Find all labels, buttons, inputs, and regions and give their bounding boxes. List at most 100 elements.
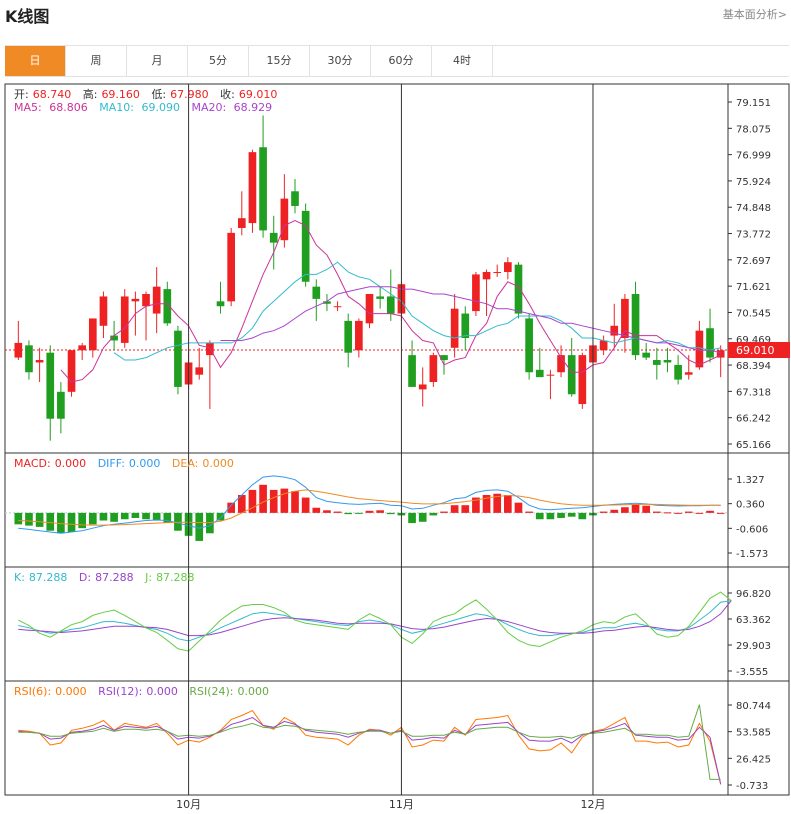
- macd-bar: [504, 494, 512, 513]
- candle-body: [355, 320, 363, 351]
- tab-5min[interactable]: 5分: [188, 46, 249, 76]
- candle-body: [631, 293, 640, 356]
- candle-body: [546, 374, 555, 376]
- rsi-legend: RSI(6): 0.000 RSI(12): 0.000 RSI(24): 0.000: [14, 685, 277, 698]
- candle-body: [227, 232, 235, 302]
- candle-body: [206, 342, 214, 356]
- dea-value: 0.000: [202, 457, 234, 470]
- rsi12-line: [18, 716, 722, 785]
- kdj-axis-tick-label: 63.362: [736, 615, 771, 626]
- candle-body: [333, 306, 342, 308]
- macd-value: 0.000: [54, 457, 87, 470]
- candle-body: [365, 293, 374, 324]
- candle-body: [376, 296, 384, 299]
- candle-body: [131, 298, 140, 302]
- macd-bar: [163, 512, 172, 524]
- ma20-value: 68.929: [233, 101, 273, 114]
- macd-bar: [216, 512, 225, 521]
- low-label: 低:: [151, 88, 167, 101]
- macd-bar: [365, 510, 374, 513]
- rsi12-value: 0.000: [146, 685, 178, 698]
- macd-bar: [259, 484, 267, 513]
- tab-15min[interactable]: 15分: [249, 46, 310, 76]
- macd-bar: [472, 497, 480, 513]
- macd-bar: [386, 512, 395, 515]
- tab-60min[interactable]: 60分: [371, 46, 432, 76]
- macd-bar: [440, 511, 448, 513]
- macd-bar: [684, 511, 693, 513]
- rsi-axis-tick-label: 53.585: [736, 728, 771, 739]
- kdj-axis-tick-label: 29.903: [736, 641, 771, 652]
- tab-30min[interactable]: 30分: [310, 46, 371, 76]
- candle-body: [344, 320, 353, 353]
- tab-day[interactable]: 日: [5, 46, 66, 76]
- macd-bar: [621, 507, 629, 513]
- kdj-k-line: [18, 600, 732, 642]
- rsi24-line: [18, 704, 721, 780]
- macd-bar: [227, 502, 235, 513]
- price-axis-tick-label: 78.075: [736, 124, 771, 135]
- macd-bar: [450, 505, 459, 513]
- fundamental-analysis-link[interactable]: 基本面分析>: [722, 8, 787, 21]
- macd-bar: [610, 509, 619, 513]
- macd-bar: [344, 512, 353, 515]
- price-axis-tick-label: 75.924: [736, 177, 771, 188]
- candle-body: [663, 360, 672, 363]
- macd-bar: [110, 512, 118, 522]
- macd-bar: [652, 511, 661, 513]
- macd-bar: [312, 507, 321, 513]
- macd-bar: [120, 512, 129, 520]
- tab-month[interactable]: 月: [127, 46, 188, 76]
- macd-bar: [578, 512, 587, 520]
- macd-bar: [355, 512, 363, 514]
- ma10-value: 69.090: [141, 101, 180, 114]
- macd-axis-tick-label: 1.327: [736, 475, 765, 486]
- candle-body: [684, 372, 693, 375]
- candle-body: [259, 147, 267, 231]
- price-axis-tick-label: 76.999: [736, 151, 771, 162]
- candle-body: [195, 367, 204, 375]
- macd-bar: [482, 494, 491, 513]
- macd-bar: [535, 512, 544, 520]
- macd-bar: [706, 510, 714, 513]
- rsi6-line: [18, 709, 722, 785]
- macd-bar: [514, 502, 523, 513]
- month-label: 12月: [580, 798, 605, 811]
- macd-bar: [567, 512, 576, 517]
- price-axis-tick-label: 74.848: [736, 203, 771, 214]
- candle-body: [163, 289, 172, 324]
- macd-dea-line: [18, 489, 721, 526]
- candle-body: [514, 264, 523, 314]
- page-title: K线图: [5, 7, 50, 26]
- month-label: 10月: [176, 798, 201, 811]
- candle-body: [440, 355, 448, 361]
- ma20-label: MA20:: [191, 101, 227, 114]
- ma5-value: 68.806: [49, 101, 88, 114]
- macd-bar: [291, 491, 299, 513]
- macd-bar: [248, 489, 257, 513]
- candle-body: [652, 360, 661, 365]
- candle-body: [461, 313, 470, 339]
- macd-axis-tick-label: 0.360: [736, 500, 765, 511]
- rsi6-value: 0.000: [55, 685, 87, 698]
- diff-label: DIFF:: [97, 457, 125, 470]
- candle-body: [429, 355, 438, 383]
- macd-bar: [557, 512, 565, 518]
- macd-bar: [376, 510, 384, 513]
- tab-week[interactable]: 周: [66, 46, 127, 76]
- macd-bar: [663, 512, 672, 514]
- tab-4hour[interactable]: 4时: [432, 46, 493, 76]
- candle-body: [216, 301, 225, 307]
- candle-body: [46, 352, 55, 419]
- rsi-axis-tick-label: -0.733: [736, 781, 768, 792]
- macd-bar: [631, 504, 640, 513]
- period-tabs: 日 周 月 5分 15分 30分 60分 4时: [5, 45, 789, 77]
- last-price-label: 69.010: [736, 344, 775, 357]
- macd-bar: [269, 489, 278, 513]
- kdj-axis-tick-label: 96.820: [736, 589, 771, 600]
- month-label: 11月: [389, 798, 414, 811]
- macd-bar: [57, 512, 65, 534]
- macd-axis-tick-label: -0.606: [736, 524, 768, 535]
- ma20-line: [220, 286, 721, 354]
